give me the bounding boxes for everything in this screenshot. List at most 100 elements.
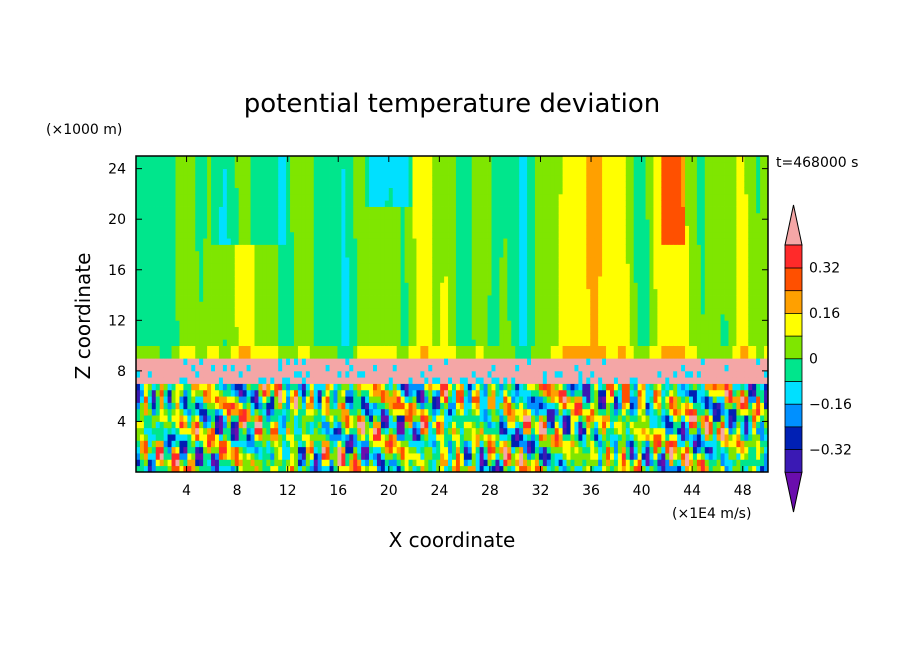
contour-cell: [290, 389, 295, 397]
contour-cell: [151, 440, 157, 448]
contour-cell: [353, 314, 358, 321]
contour-cell: [479, 345, 484, 353]
contour-cell: [325, 440, 330, 448]
contour-cell: [282, 339, 287, 346]
contour-cell: [258, 231, 263, 239]
contour-cell: [503, 446, 508, 454]
contour-cell: [262, 257, 267, 264]
contour-cell: [408, 162, 413, 170]
contour-cell: [519, 332, 524, 340]
contour-cell: [467, 269, 473, 277]
contour-cell: [215, 383, 220, 391]
contour-cell: [384, 459, 390, 467]
contour-cell: [242, 238, 247, 245]
contour-cell: [242, 168, 247, 176]
contour-cell: [325, 295, 330, 302]
contour-cell: [436, 250, 441, 258]
contour-cell: [313, 402, 319, 410]
contour-cell: [230, 295, 236, 302]
contour-cell: [376, 244, 382, 252]
contour-cell: [159, 358, 165, 365]
contour-cell: [258, 377, 263, 384]
contour-cell: [171, 332, 176, 340]
contour-cell: [452, 358, 457, 365]
contour-cell: [266, 408, 271, 416]
contour-cell: [290, 200, 295, 207]
contour-cell: [254, 244, 259, 252]
contour-cell: [337, 345, 342, 353]
contour-cell: [309, 257, 315, 264]
contour-cell: [432, 453, 437, 460]
contour-cell: [396, 250, 402, 258]
contour-cell: [527, 358, 532, 365]
contour-cell: [143, 162, 149, 170]
contour-cell: [392, 339, 398, 346]
contour-cell: [234, 332, 240, 340]
contour-cell: [139, 193, 145, 201]
contour-cell: [424, 434, 429, 441]
contour-cell: [309, 181, 315, 188]
contour-cell: [278, 320, 283, 328]
contour-cell: [167, 427, 172, 435]
contour-cell: [222, 231, 228, 239]
contour-cell: [226, 269, 232, 277]
contour-cell: [294, 168, 299, 176]
contour-cell: [282, 168, 287, 176]
contour-cell: [294, 332, 299, 340]
contour-cell: [380, 377, 386, 384]
contour-cell: [357, 269, 362, 277]
contour-cell: [147, 257, 153, 264]
contour-cell: [274, 263, 279, 271]
contour-cell: [294, 383, 299, 391]
contour-cell: [218, 225, 224, 233]
contour-cell: [376, 377, 382, 384]
contour-cell: [467, 408, 473, 416]
contour-cell: [519, 408, 524, 416]
contour-cell: [432, 225, 437, 233]
contour-cell: [361, 345, 366, 353]
contour-cell: [286, 257, 291, 264]
contour-cell: [211, 415, 216, 422]
contour-cell: [448, 415, 453, 422]
contour-cell: [317, 434, 323, 441]
contour-cell: [203, 288, 208, 296]
contour-cell: [491, 288, 496, 296]
contour-cell: [191, 364, 196, 372]
contour-cell: [475, 162, 481, 170]
contour-cell: [396, 269, 402, 277]
contour-cell: [444, 351, 449, 359]
contour-cell: [408, 168, 413, 176]
contour-cell: [483, 320, 488, 328]
contour-cell: [515, 276, 520, 283]
contour-cell: [262, 244, 267, 252]
contour-cell: [258, 465, 263, 472]
contour-cell: [305, 181, 311, 188]
contour-cell: [238, 358, 244, 365]
contour-cell: [313, 187, 319, 195]
contour-cell: [179, 263, 184, 271]
contour-cell: [163, 408, 168, 416]
contour-cell: [396, 345, 402, 353]
contour-cell: [353, 421, 358, 429]
contour-cell: [234, 307, 240, 315]
contour-cell: [147, 219, 153, 226]
contour-cell: [211, 377, 216, 384]
contour-cell: [171, 389, 176, 397]
contour-cell: [499, 459, 504, 467]
contour-cell: [282, 174, 287, 182]
contour-cell: [353, 396, 358, 403]
contour-cell: [428, 408, 433, 416]
contour-cell: [191, 219, 196, 226]
contour-cell: [503, 332, 508, 340]
contour-cell: [290, 364, 295, 372]
contour-cell: [357, 364, 362, 372]
contour-cell: [211, 244, 216, 252]
contour-cell: [365, 156, 370, 163]
contour-cell: [321, 225, 326, 233]
contour-cell: [305, 453, 311, 460]
contour-cell: [349, 446, 354, 454]
contour-cell: [388, 282, 394, 290]
contour-cell: [365, 269, 370, 277]
contour-cell: [467, 427, 473, 435]
contour-cell: [159, 238, 165, 245]
